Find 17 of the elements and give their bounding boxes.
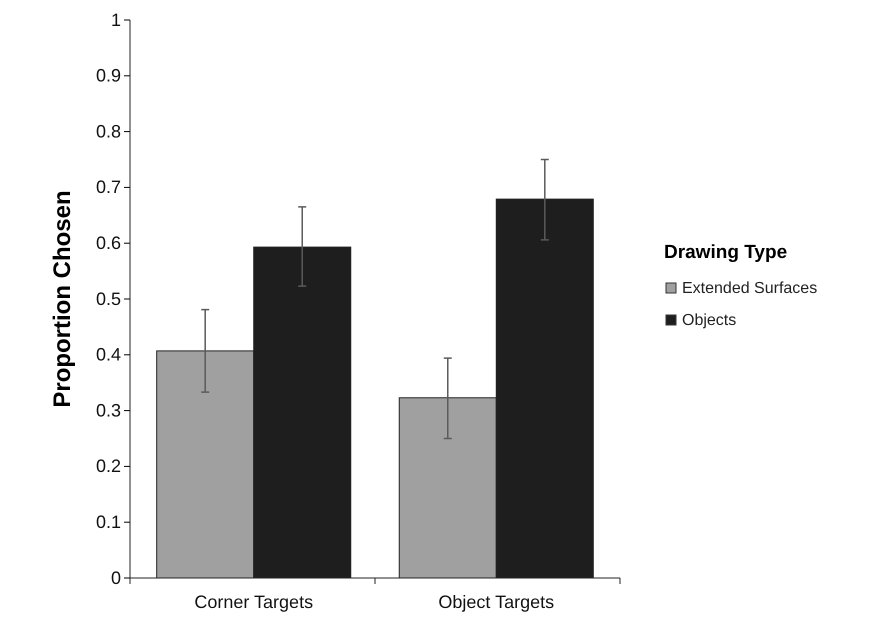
y-tick-label: 0.5	[96, 288, 121, 309]
y-axis-title: Proportion Chosen	[49, 190, 76, 408]
y-tick-label: 0.4	[96, 344, 121, 365]
y-tick-label: 0	[110, 568, 121, 588]
y-tick-label: 0.7	[96, 177, 121, 198]
y-tick-label: 0.2	[96, 456, 121, 476]
y-tick-label: 1	[110, 10, 121, 30]
legend-label: Extended Surfaces	[682, 280, 818, 297]
x-tick-label: Object Targets	[438, 592, 554, 612]
y-tick-label: 0.9	[96, 66, 121, 86]
y-tick-label: 0.6	[96, 232, 121, 253]
y-tick-label: 0.1	[96, 512, 121, 532]
legend-title: Drawing Type	[664, 242, 788, 263]
x-tick-label: Corner Targets	[194, 592, 314, 612]
legend-label: Objects	[682, 312, 736, 329]
y-tick-label: 0.3	[96, 400, 121, 420]
y-tick-label: 0.8	[96, 121, 121, 142]
